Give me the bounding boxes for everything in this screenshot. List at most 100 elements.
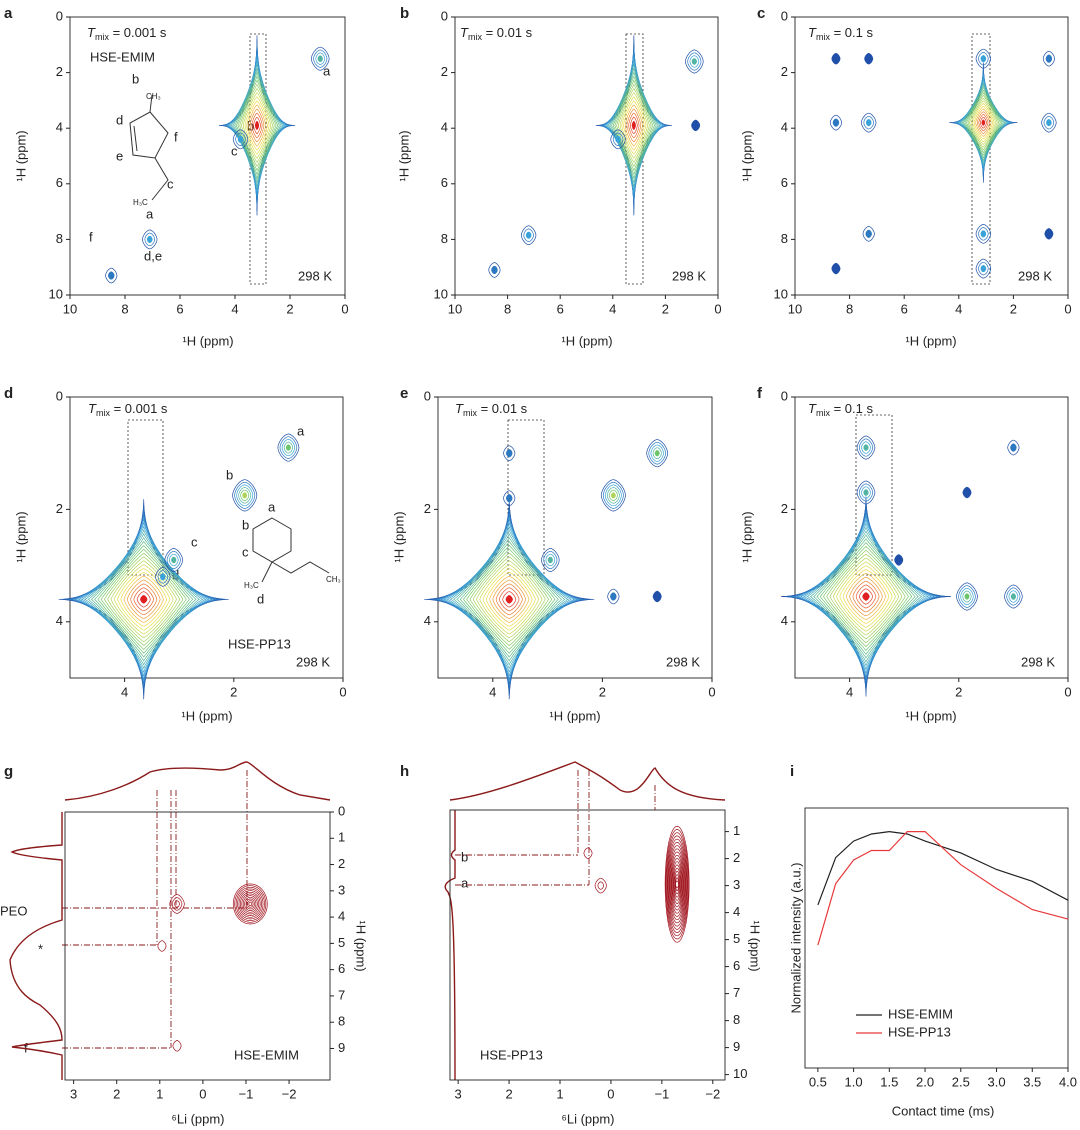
contour-line [631, 120, 636, 130]
y-tick-label: 8 [733, 1012, 740, 1027]
contour-line [239, 83, 275, 167]
x-tick-label: 2 [505, 1086, 512, 1101]
peak [856, 480, 876, 505]
peak [831, 53, 841, 65]
contour-line [610, 72, 657, 179]
y-tick-label: 7 [733, 985, 740, 1000]
contour-line [1043, 115, 1055, 130]
panel-letter: e [400, 385, 408, 402]
y-tick-label: 6 [56, 175, 63, 190]
contour-line [583, 847, 593, 859]
contour-line [238, 890, 262, 918]
contour-line [976, 111, 990, 134]
x-tick-label: 3.5 [1023, 1074, 1041, 1089]
contour-line [241, 893, 260, 915]
x-axis-label: ¹H (ppm) [905, 333, 956, 348]
peak-label: a [297, 423, 305, 438]
contour-line [1008, 590, 1019, 603]
contour-line [832, 557, 900, 636]
contour-line [863, 444, 869, 451]
peak-label: a [323, 63, 331, 78]
mix-time: Tmix = 0.1 s [808, 25, 873, 42]
contour-line [120, 572, 167, 627]
contour-line [980, 265, 987, 273]
x-axis-label: ⁶Li (ppm) [171, 1111, 224, 1126]
peak [894, 554, 904, 566]
x-tick-label: 0 [1064, 684, 1071, 699]
contour-line [237, 888, 264, 920]
contour-line [654, 450, 660, 457]
contour-line [672, 864, 682, 904]
contour-line [476, 560, 543, 639]
contour-line [862, 592, 870, 601]
contour-line [621, 96, 647, 155]
x-tick-label: −1 [239, 1086, 254, 1101]
y-tick-label: 10 [434, 286, 448, 301]
peak [232, 479, 258, 512]
contour-line [687, 52, 702, 71]
contour-line [964, 593, 970, 600]
panel-letter: a [4, 5, 13, 22]
contour-line [237, 135, 244, 143]
contour-line [691, 58, 698, 65]
peak-label: PEO [0, 903, 27, 918]
contour-line [797, 515, 935, 678]
peak [105, 267, 118, 284]
contour-line [617, 88, 650, 163]
contour-line [251, 112, 263, 139]
structure-label: a [146, 206, 154, 221]
contour-line [826, 550, 906, 644]
pp13-structure [252, 517, 330, 583]
plot-frame [794, 396, 1069, 679]
structure-label: c [242, 544, 249, 559]
peak-label: f [89, 229, 93, 244]
contour-line [849, 576, 883, 617]
temperature: 298 K [298, 268, 332, 283]
mix-time: Tmix = 0.1 s [808, 401, 873, 418]
contour-line [671, 858, 683, 911]
plot-frame [437, 396, 713, 679]
contour-line [495, 583, 523, 616]
y-tick-label: 7 [338, 987, 345, 1002]
peak [520, 225, 537, 246]
contour-line [238, 487, 252, 504]
contour-line [503, 445, 516, 461]
contour-line [237, 79, 277, 172]
sample-label: HSE-PP13 [480, 1047, 543, 1062]
contour-line [169, 894, 185, 914]
peak [488, 262, 501, 278]
contour-line [155, 567, 171, 587]
peak [424, 499, 595, 700]
y-axis-label: ¹H (ppm) [739, 511, 754, 562]
plot-frame [804, 807, 1069, 1069]
structure-label: CH₃ [146, 92, 161, 101]
contour-line [506, 449, 513, 458]
temperature: 298 K [666, 654, 700, 669]
mix-time: Tmix = 0.01 s [455, 401, 528, 418]
y-tick-label: 8 [56, 231, 63, 246]
contour-line [90, 537, 197, 662]
emim-structure [129, 94, 169, 201]
contour-line [285, 444, 291, 451]
x-tick-label: 4 [489, 684, 496, 699]
bond [252, 517, 330, 583]
contour-line [623, 100, 645, 151]
contour-line [823, 546, 909, 647]
contour-line [503, 490, 516, 506]
contour-line [669, 848, 685, 921]
contour-line [972, 103, 995, 143]
contour-line [865, 229, 872, 238]
contour-line [279, 436, 298, 459]
contour-line [1007, 439, 1020, 456]
contour-line [668, 842, 687, 927]
contour-line [74, 518, 213, 681]
contour-line [160, 573, 166, 581]
sample-label: HSE-PP13 [228, 636, 291, 651]
y-tick-label: 2 [56, 64, 63, 79]
contour-line [604, 484, 622, 507]
x-tick-label: 2 [230, 684, 237, 699]
peak-label: d,e [144, 248, 162, 263]
contour-line [253, 116, 261, 134]
contour-line [862, 226, 875, 242]
